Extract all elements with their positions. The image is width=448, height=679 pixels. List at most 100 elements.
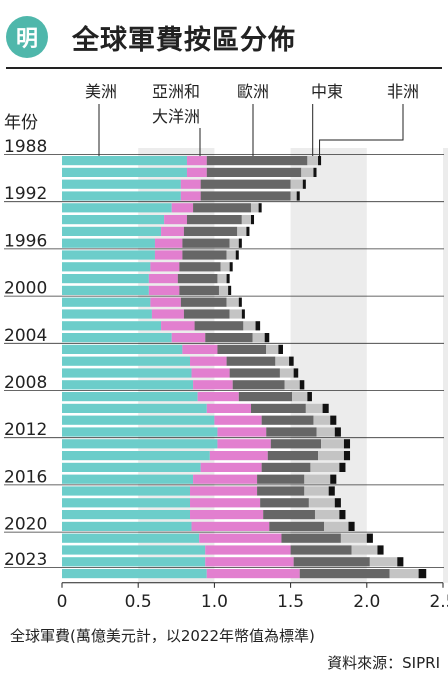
bar-segment-americas-1995 <box>62 238 155 248</box>
bar-segment-asia_oceania-1994 <box>161 226 184 236</box>
bar-segment-europe-1997 <box>179 262 221 272</box>
bar-segment-africa-2005 <box>289 356 294 366</box>
bar-segment-middle_east-2023 <box>389 569 419 579</box>
year-label: 2016 <box>4 467 47 487</box>
bar-segment-europe-2009 <box>250 403 306 413</box>
bar-segment-middle_east-1991 <box>290 191 297 201</box>
newspaper-badge-icon: 明 <box>6 16 48 58</box>
bar-segment-europe-2012 <box>270 439 322 449</box>
bar-segment-africa-2013 <box>343 451 351 461</box>
bar-segment-americas-2008 <box>62 392 198 402</box>
bar-segment-asia_oceania-2016 <box>190 486 258 496</box>
bar-segment-europe-1992 <box>193 203 251 213</box>
bar-segment-middle_east-2002 <box>243 321 256 331</box>
year-axis-header: 年份 <box>4 113 38 133</box>
bar-segment-americas-2004 <box>62 344 183 354</box>
bar-segment-africa-1993 <box>250 215 255 225</box>
bar-segment-africa-2021 <box>377 545 384 555</box>
legend-leader-lines <box>98 104 404 156</box>
bar-segment-africa-2014 <box>339 462 346 472</box>
legend-label-asia-line1: 亞洲和 <box>152 82 200 101</box>
chart-title: 全球軍費按區分佈 <box>72 25 296 56</box>
source-note: 資料來源：SIPRI <box>327 654 440 672</box>
bar-segment-africa-2004 <box>278 344 283 354</box>
bar-segment-asia_oceania-2023 <box>206 569 300 579</box>
background-band <box>443 148 448 583</box>
title-bar: 明 全球軍費按區分佈 <box>0 0 448 80</box>
bar-segment-asia_oceania-2003 <box>171 333 206 343</box>
bar-segment-asia_oceania-2019 <box>191 521 270 531</box>
bar-segment-africa-2008 <box>307 392 312 402</box>
year-label: 1996 <box>4 231 47 251</box>
bar-segment-africa-1992 <box>258 203 262 213</box>
bar-segment-africa-2001 <box>241 309 245 319</box>
bar-segment-middle_east-1993 <box>241 215 251 225</box>
bar-segment-middle_east-2018 <box>314 510 340 520</box>
bar-segment-americas-2014 <box>62 462 201 472</box>
bar-segment-asia_oceania-2015 <box>193 474 258 484</box>
bar-segment-middle_east-2020 <box>340 533 367 543</box>
bar-segment-europe-2011 <box>266 427 317 437</box>
bar-segment-europe-2017 <box>260 498 309 508</box>
bar-segment-africa-2020 <box>366 533 373 543</box>
bar-segment-africa-2006 <box>293 368 299 378</box>
bar-segment-americas-1997 <box>62 262 151 272</box>
bar-segment-americas-2013 <box>62 451 210 461</box>
year-label: 2004 <box>4 326 47 346</box>
bar-segment-middle_east-1997 <box>220 262 230 272</box>
bar-segment-americas-2016 <box>62 486 191 496</box>
bar-segment-europe-2021 <box>290 545 352 555</box>
bar-segment-americas-2006 <box>62 368 192 378</box>
bar-segment-europe-2020 <box>281 533 341 543</box>
bar-segment-africa-2019 <box>348 521 355 531</box>
bar-segment-middle_east-1995 <box>229 238 239 248</box>
bar-segment-middle_east-1994 <box>237 226 247 236</box>
bar-segment-americas-2022 <box>62 557 206 567</box>
bar-segment-americas-2001 <box>62 309 152 319</box>
bar-segment-africa-2000 <box>238 297 242 307</box>
bar-segment-africa-2009 <box>322 403 329 413</box>
bar-segment-asia_oceania-1998 <box>148 274 178 284</box>
bar-segment-middle_east-2016 <box>304 486 329 496</box>
bar-segment-asia_oceania-2013 <box>209 451 268 461</box>
legend-label-europe: 歐洲 <box>237 82 269 101</box>
bar-segment-europe-1998 <box>177 274 218 284</box>
bar-segment-europe-1996 <box>182 250 227 260</box>
bar-segment-africa-1998 <box>226 274 230 284</box>
bar-segment-europe-1989 <box>206 167 302 177</box>
bar-segment-asia_oceania-1997 <box>150 262 180 272</box>
bar-segment-middle_east-2001 <box>229 309 242 319</box>
bar-segment-europe-2023 <box>299 569 390 579</box>
bar-segment-asia_oceania-2004 <box>182 344 218 354</box>
bar-segment-middle_east-1996 <box>226 250 236 260</box>
bar-segment-asia_oceania-1989 <box>186 167 207 177</box>
bar-segment-americas-1988 <box>62 156 187 166</box>
bar-segment-middle_east-2007 <box>284 380 300 390</box>
bar-segment-americas-2000 <box>62 297 151 307</box>
bar-segment-asia_oceania-2006 <box>191 368 230 378</box>
bar-segment-africa-2007 <box>299 380 305 390</box>
bar-segment-africa-1991 <box>296 191 300 201</box>
bar-segment-europe-2018 <box>263 510 315 520</box>
bar-segment-africa-1989 <box>313 167 317 177</box>
bar-segment-americas-2020 <box>62 533 200 543</box>
bar-segment-asia_oceania-1990 <box>180 179 201 189</box>
bar-segment-middle_east-1989 <box>301 167 314 177</box>
bar-segment-asia_oceania-2005 <box>190 356 227 366</box>
legend-leader-line <box>319 104 404 156</box>
bar-segment-africa-2010 <box>330 415 337 425</box>
bar-segment-americas-2010 <box>62 415 215 425</box>
bar-segment-africa-1995 <box>238 238 242 248</box>
bar-segment-middle_east-2000 <box>226 297 239 307</box>
bar-segment-europe-2005 <box>226 356 276 366</box>
bar-segment-asia_oceania-1991 <box>180 191 201 201</box>
bar-segment-asia_oceania-2002 <box>161 321 195 331</box>
bar-segment-americas-2005 <box>62 356 191 366</box>
bar-segment-europe-2006 <box>229 368 280 378</box>
bar-segment-asia_oceania-2001 <box>151 309 184 319</box>
bar-segment-americas-1999 <box>62 285 149 295</box>
bar-segment-europe-2022 <box>293 557 370 567</box>
bar-segment-middle_east-2013 <box>318 451 344 461</box>
bar-segment-europe-2004 <box>217 344 267 354</box>
